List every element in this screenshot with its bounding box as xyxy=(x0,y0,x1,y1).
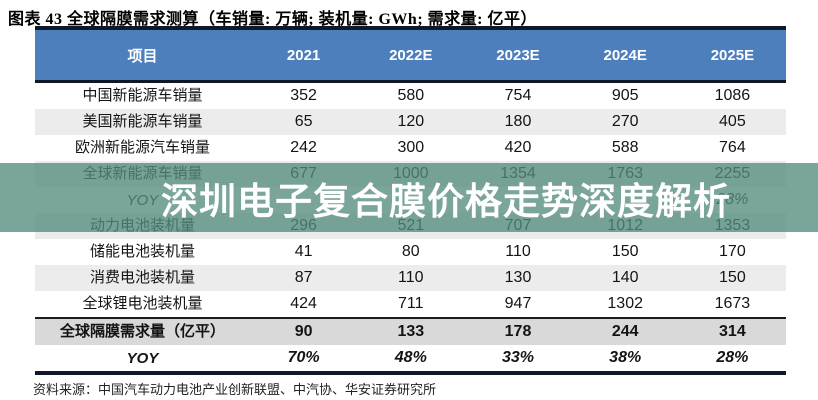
table-cell: 110 xyxy=(398,269,424,286)
table-cell: 905 xyxy=(611,87,639,104)
table-cell: 48% xyxy=(394,349,427,366)
table-cell: 242 xyxy=(290,139,317,156)
table-cell: 352 xyxy=(290,87,317,104)
table-cell: 140 xyxy=(611,269,639,286)
table-row-global-li-battery: 全球锂电池装机量 424 711 947 1302 1673 xyxy=(35,291,786,317)
table-cell: 87 xyxy=(294,269,313,286)
table-cell: 41 xyxy=(294,243,313,260)
table-cell: 65 xyxy=(294,113,313,130)
table-cell: 33% xyxy=(501,349,534,366)
header-cell-2024e: 2024E xyxy=(603,46,647,64)
row-label: 储能电池装机量 xyxy=(89,243,195,260)
table-cell: 120 xyxy=(397,113,425,130)
table-cell: 424 xyxy=(290,295,317,312)
table-cell: 300 xyxy=(397,139,425,156)
table-cell: 130 xyxy=(504,269,532,286)
table-cell: 754 xyxy=(504,87,532,104)
table-row-china-nev-sales: 中国新能源车销量 352 580 754 905 1086 xyxy=(35,83,786,109)
header-cell-2022e: 2022E xyxy=(389,46,433,64)
header-cell-2023e: 2023E xyxy=(496,46,540,64)
table-row-us-nev-sales: 美国新能源车销量 65 120 180 270 405 xyxy=(35,109,786,135)
table-cell: 150 xyxy=(611,243,639,260)
table-cell: 1673 xyxy=(714,295,751,312)
header-cell-2021: 2021 xyxy=(286,46,321,64)
source-note: 资料来源：中国汽车动力电池产业创新联盟、中汽协、华安证券研究所 xyxy=(33,382,437,397)
table-row-consumer-battery: 消费电池装机量 87 110 130 140 150 xyxy=(35,265,786,291)
table-header-row: 项目 2021 2022E 2023E 2024E 2025E xyxy=(35,30,786,83)
row-label: 全球锂电池装机量 xyxy=(82,295,203,312)
table-row-storage-battery: 储能电池装机量 41 80 110 150 170 xyxy=(35,239,786,265)
table-cell: 80 xyxy=(401,243,420,260)
table-cell: 133 xyxy=(397,323,425,340)
table-cell: 180 xyxy=(504,113,532,130)
table-cell: 178 xyxy=(504,323,532,340)
table-cell: 764 xyxy=(719,139,746,156)
row-label: 消费电池装机量 xyxy=(89,269,195,286)
table-cell: 150 xyxy=(719,269,746,286)
row-label: YOY xyxy=(126,349,159,367)
table-cell: 170 xyxy=(719,243,746,260)
table-cell: 314 xyxy=(719,323,746,340)
row-label: 欧洲新能源汽车销量 xyxy=(74,139,210,156)
table-cell: 70% xyxy=(287,349,320,366)
watermark-text: 深圳电子复合膜价格走势深度解析 xyxy=(161,179,731,223)
table-cell: 947 xyxy=(504,295,532,312)
figure-title: 图表 43 全球隔膜需求测算（车销量: 万辆; 装机量: GWh; 需求量: 亿… xyxy=(8,11,537,28)
row-label: 全球隔膜需求量（亿平） xyxy=(59,323,225,340)
table-cell: 38% xyxy=(609,349,642,366)
table-cell: 110 xyxy=(505,243,531,260)
header-cell-item: 项目 xyxy=(127,47,158,65)
row-label: 美国新能源车销量 xyxy=(82,113,203,130)
table-cell: 1086 xyxy=(714,87,751,104)
header-cell-2025e: 2025E xyxy=(710,46,755,64)
table-row-yoy-separator: YOY 70% 48% 33% 38% 28% xyxy=(35,345,786,371)
table-row-europe-nev-sales: 欧洲新能源汽车销量 242 300 420 588 764 xyxy=(35,135,786,161)
watermark-overlay: 深圳电子复合膜价格走势深度解析 xyxy=(0,163,818,232)
row-label: 中国新能源车销量 xyxy=(82,87,203,104)
table-cell: 28% xyxy=(716,349,749,366)
table-row-separator-demand: 全球隔膜需求量（亿平） 90 133 178 244 314 xyxy=(35,317,786,345)
table-cell: 580 xyxy=(397,87,425,104)
table-cell: 244 xyxy=(611,323,639,340)
table-cell: 588 xyxy=(611,139,639,156)
table-cell: 270 xyxy=(611,113,639,130)
table-cell: 90 xyxy=(294,323,313,340)
table-cell: 420 xyxy=(504,139,532,156)
table-cell: 405 xyxy=(719,113,746,130)
table-cell: 711 xyxy=(398,295,424,312)
table-cell: 1302 xyxy=(607,295,643,312)
